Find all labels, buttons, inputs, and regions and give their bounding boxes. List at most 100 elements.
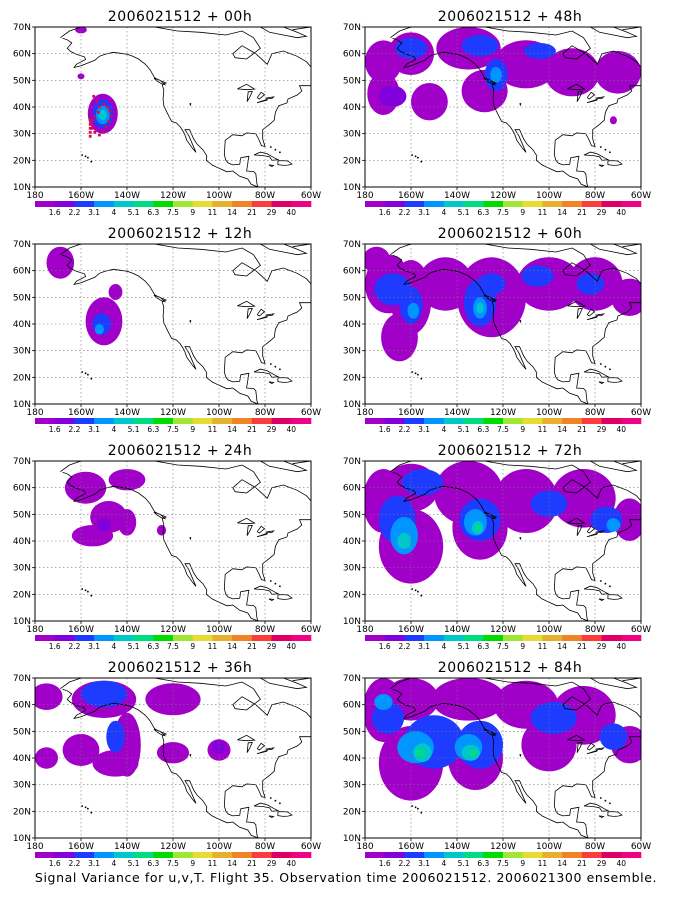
colorbar-label: 1.6	[379, 859, 391, 868]
lon-tick-label: 100W	[536, 408, 562, 418]
observation-point	[88, 122, 92, 126]
lon-tick-label: 100W	[206, 625, 232, 635]
colorbar-label: 6.3	[477, 425, 489, 434]
map-panel-84h: 2006021512 + 84h 70N 60N 50N 40N 30N 20N 10N 18…	[343, 658, 675, 874]
colorbar-swatch	[133, 201, 154, 207]
colorbar-label: 1.6	[49, 859, 61, 868]
lat-tick-label: 10N	[343, 834, 361, 844]
colorbar-swatch	[212, 418, 233, 424]
colorbar-swatch	[271, 418, 292, 424]
lat-tick-label: 30N	[343, 564, 361, 574]
lon-tick-label: 60W	[631, 191, 651, 201]
colorbar-label: 21	[577, 425, 587, 434]
colorbar-swatch	[443, 635, 464, 641]
lat-tick-label: 40N	[13, 103, 31, 113]
lat-tick-label: 10N	[343, 617, 361, 627]
colorbar-label: 14	[227, 859, 237, 868]
variance-contour	[523, 43, 556, 59]
colorbar-label: 7.5	[497, 642, 509, 651]
lat-tick-label: 10N	[343, 183, 361, 193]
colorbar-swatch	[94, 635, 115, 641]
colorbar-swatch	[601, 201, 622, 207]
colorbar-label: 29	[267, 425, 277, 434]
colorbar-swatch	[404, 635, 425, 641]
lon-tick-label: 80W	[255, 842, 275, 852]
colorbar-swatch	[384, 201, 405, 207]
lat-tick-label: 50N	[343, 727, 361, 737]
observation-point	[93, 114, 97, 118]
colorbar-label: 1.6	[49, 642, 61, 651]
colorbar-swatch	[443, 201, 464, 207]
lat-tick-label: 10N	[13, 834, 31, 844]
colorbar-label: 9	[190, 425, 195, 434]
colorbar-swatch	[581, 418, 602, 424]
colorbar-label: 2.2	[398, 642, 410, 651]
colorbar-swatch	[424, 418, 445, 424]
colorbar-swatch	[232, 852, 253, 858]
colorbar-swatch	[522, 418, 543, 424]
lon-tick-label: 120W	[490, 842, 516, 852]
colorbar-swatch	[212, 852, 233, 858]
gridlines	[35, 27, 311, 187]
colorbar-label: 4	[441, 425, 446, 434]
colorbar-label: 5.1	[128, 642, 140, 651]
lat-tick-label: 60N	[13, 50, 31, 60]
colorbar-label: 11	[538, 208, 548, 217]
colorbar-swatch	[621, 418, 642, 424]
colorbar-label: 40	[617, 208, 627, 217]
colorbar-label: 40	[287, 859, 297, 868]
lat-tick-label: 20N	[13, 807, 31, 817]
lon-tick-label: 160W	[398, 842, 424, 852]
colorbar: 1.6 2.2 3.1 4 5.1 6.3 7.5 9 11 14 21 29 40	[35, 852, 312, 868]
colorbar-label: 21	[577, 642, 587, 651]
observation-point	[101, 130, 105, 134]
lon-tick-label: 80W	[585, 625, 605, 635]
lon-tick-label: 120W	[490, 625, 516, 635]
colorbar-label: 4	[441, 859, 446, 868]
variance-contour	[576, 273, 605, 295]
lon-tick-label: 80W	[255, 625, 275, 635]
lon-tick-label: 160W	[68, 842, 94, 852]
colorbar-label: 3.1	[88, 859, 100, 868]
lat-tick-label: 60N	[343, 50, 361, 60]
variance-contour	[374, 694, 393, 710]
lat-tick-label: 10N	[13, 183, 31, 193]
colorbar-label: 29	[597, 208, 607, 217]
map-panel-72h: 2006021512 + 72h 70N 60N 50N 40N 30N 20N 10N 18…	[343, 441, 675, 657]
colorbar-label: 14	[557, 208, 567, 217]
colorbar-swatch	[562, 852, 583, 858]
colorbar-swatch	[251, 852, 272, 858]
lat-tick-label: 30N	[13, 781, 31, 791]
colorbar-swatch	[365, 201, 386, 207]
variance-contour	[606, 518, 621, 532]
colorbar-label: 2.2	[398, 425, 410, 434]
lat-tick-label: 50N	[13, 727, 31, 737]
lat-tick-label: 50N	[13, 293, 31, 303]
colorbar-swatch	[153, 635, 174, 641]
colorbar-label: 2.2	[68, 425, 80, 434]
colorbar-label: 7.5	[167, 425, 179, 434]
colorbar-swatch	[133, 852, 154, 858]
colorbar-swatch	[601, 418, 622, 424]
colorbar-label: 21	[247, 425, 257, 434]
lat-tick-label: 40N	[13, 754, 31, 764]
colorbar-swatch	[173, 635, 194, 641]
lon-tick-label: 160W	[398, 408, 424, 418]
colorbar-swatch	[173, 852, 194, 858]
variance-contour	[476, 302, 484, 314]
colorbar-label: 9	[190, 208, 195, 217]
colorbar-label: 11	[538, 642, 548, 651]
colorbar-swatch	[483, 418, 504, 424]
colorbar-label: 7.5	[497, 859, 509, 868]
colorbar-label: 1.6	[49, 425, 61, 434]
colorbar-swatch	[542, 635, 563, 641]
lat-tick-label: 20N	[13, 590, 31, 600]
lon-tick-label: 60W	[301, 842, 321, 852]
variance-contour	[92, 750, 139, 777]
variance-contour	[64, 471, 107, 504]
panel-title: 2006021512 + 72h	[437, 443, 583, 459]
colorbar-label: 2.2	[398, 208, 410, 217]
lon-tick-label: 60W	[631, 842, 651, 852]
lat-tick-label: 50N	[343, 293, 361, 303]
colorbar-label: 11	[538, 859, 548, 868]
